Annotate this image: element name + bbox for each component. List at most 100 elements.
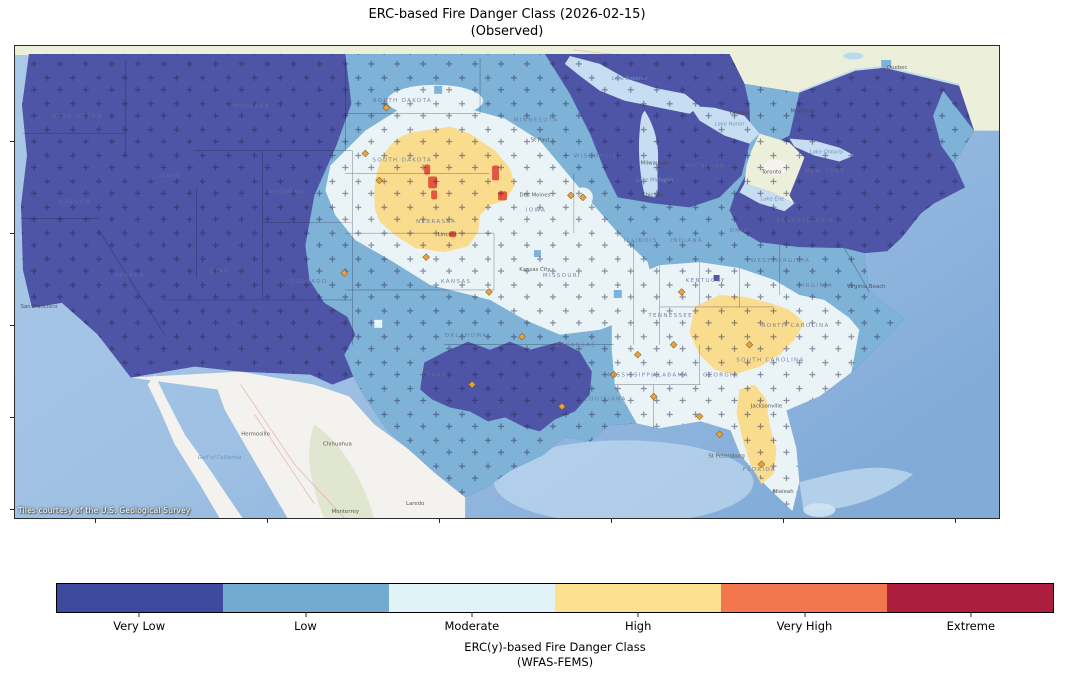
map-label-city: Hermosillo [241, 431, 270, 437]
map-label-state: KENTUCKY [686, 278, 726, 284]
x-axis-tick [955, 519, 956, 523]
legend-segment-low [223, 584, 389, 612]
map-label-city: Quebec [887, 65, 908, 71]
canada-lake-2 [843, 52, 864, 60]
legend-segment-extreme [887, 584, 1053, 612]
map-label-lake: Lake Huron [715, 122, 745, 128]
high-station-diamond-marker [422, 253, 430, 261]
gulf-shallow-water [494, 440, 754, 518]
map-label-state: IOWA [526, 207, 546, 213]
y-axis-tick [10, 417, 14, 418]
high-station-markers-layer [340, 104, 766, 468]
map-label-city: Laredo [406, 501, 424, 507]
station-markers-texture [20, 53, 975, 512]
legend-label: Low [294, 619, 317, 633]
x-axis-tick [95, 519, 96, 523]
bahamas-bank [803, 503, 836, 518]
colorbar-caption-line-2: (WFAS-FEMS) [516, 655, 594, 669]
high-station-diamond-marker [745, 341, 754, 349]
mexico-land [130, 371, 466, 518]
class-pixel-patch [881, 59, 892, 68]
high-station-diamond-marker [579, 193, 587, 202]
map-labels-layer: WASHINGTON OREGON IDAHO MONTANA WYOMING NEVAD… [20, 65, 907, 515]
high-station-diamond-marker [669, 341, 678, 349]
legend-segment-moderate [389, 584, 555, 612]
map-label-state: NORTH CAROLINA [761, 323, 829, 329]
map-label-lake: Lake Michigan [636, 177, 673, 183]
x-axis-tick [611, 519, 612, 523]
map-label-state: NORTH DAKOTA [372, 98, 432, 104]
legend-label: Extreme [946, 619, 996, 633]
legend-label: High [624, 619, 652, 633]
legend-segment-very-low [57, 584, 223, 612]
high-station-diamond-marker [382, 104, 390, 112]
map-label-state: MINNESOTA [514, 118, 559, 124]
legend-label: Very High [776, 619, 833, 633]
fire-danger-map: WASHINGTON OREGON IDAHO MONTANA WYOMING NEVAD… [15, 46, 999, 518]
map-label-city: Ottawa [730, 111, 749, 117]
colorbar-class-labels: Very Low Low Moderate High Very High Extreme [56, 617, 1054, 633]
map-label-state: SOUTH CAROLINA [736, 358, 804, 364]
x-axis-tick [267, 519, 268, 523]
map-label-state: TENNESSEE [647, 313, 693, 319]
map-label-state: ALABAMA [653, 373, 689, 379]
map-label-state: MONTANA [233, 104, 270, 110]
high-station-diamond-marker [361, 149, 370, 158]
high-station-diamond-marker [468, 380, 476, 389]
map-label-city: St Petersburg [708, 453, 744, 459]
high-station-diamond-marker [695, 412, 704, 421]
map-label-lake: Lake Superior [612, 76, 649, 82]
map-label-state: UTAH [209, 269, 229, 275]
map-label-state: GEORGIA [703, 373, 738, 379]
map-label-state: SOUTH DAKOTA [372, 158, 432, 164]
map-label-city: Toronto [761, 169, 782, 175]
legend-segment-very-high [721, 584, 887, 612]
high-station-diamond-marker [715, 430, 724, 439]
legend-segment-high [555, 584, 721, 612]
map-label-city: San Francisco [20, 304, 57, 310]
map-label-state: NEBRASKA [416, 219, 456, 225]
x-axis-tick [439, 519, 440, 523]
legend-label: Very Low [113, 619, 166, 633]
legend-tick [138, 613, 140, 617]
map-label-city: Virginia Beach [847, 284, 886, 290]
high-station-diamond-marker [567, 191, 575, 200]
map-axes: WASHINGTON OREGON IDAHO MONTANA WYOMING NEVAD… [14, 45, 1000, 519]
map-label-state: LOUISIANA [585, 397, 627, 403]
mexico-terrain [309, 424, 375, 518]
map-label-state: WEST VIRGINIA [751, 258, 811, 264]
map-label-city: Hialeah [773, 489, 793, 495]
map-label-city: Chicago [642, 192, 664, 198]
colorbar-ticks [56, 613, 1054, 617]
map-label-lake: Lake Erie [761, 196, 785, 202]
map-label-state: MISSOURI [543, 273, 581, 279]
high-station-diamond-marker [633, 350, 642, 359]
high-station-diamond-marker [649, 392, 658, 401]
map-label-city: Montreal [791, 109, 815, 115]
map-label-lake: Gulf of California [198, 455, 242, 461]
colorbar-legend: Very Low Low Moderate High Very High Extreme [56, 583, 1054, 633]
high-station-diamond-marker [340, 269, 349, 277]
map-label-state: ARKANSAS [556, 343, 597, 349]
high-station-diamond-marker [485, 288, 493, 296]
map-label-city: Chihuahua [323, 441, 352, 447]
map-label-state: PENNSYLVANIA [777, 218, 834, 224]
map-label-state: INDIANA [670, 238, 703, 244]
map-label-state: MISSISSIPPI [607, 373, 654, 379]
map-label-city: Des Moines [519, 192, 550, 198]
legend-tick [637, 613, 639, 617]
high-station-diamond-marker [518, 333, 526, 341]
high-station-diamond-marker [677, 288, 686, 296]
y-axis-tick [10, 141, 14, 142]
colorbar [56, 583, 1054, 613]
map-label-city: Monterrey [332, 509, 360, 515]
colorbar-caption: ERC(y)-based Fire Danger Class (WFAS-FEM… [464, 640, 645, 670]
map-label-city: St Paul [531, 138, 549, 144]
high-station-diamond-marker [558, 402, 566, 411]
map-label-lake: Lake Ontario [810, 150, 843, 156]
map-label-state: WASHINGTON [51, 114, 103, 120]
legend-tick [970, 613, 972, 617]
high-station-diamond-marker [757, 460, 766, 468]
map-label-state: ILLINOIS [624, 238, 658, 244]
map-label-city: Jacksonville [750, 403, 783, 409]
